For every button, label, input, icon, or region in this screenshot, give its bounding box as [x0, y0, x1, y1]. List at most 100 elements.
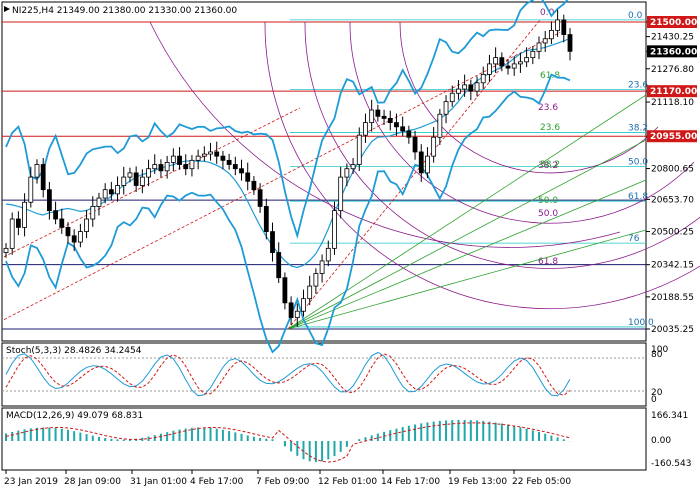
- candle-body: [561, 19, 567, 35]
- macd-level-label: 166.341: [651, 411, 688, 421]
- stoch-level-label: 80: [651, 350, 663, 360]
- macd-title: MACD(12,26,9) 49.079 68.831: [6, 411, 143, 421]
- candle-body: [369, 109, 375, 124]
- x-tick-label: 31 Jan 01:00: [130, 477, 187, 487]
- fib-fan-line: [287, 94, 647, 330]
- macd-level-label: 0.00: [651, 436, 671, 446]
- y-tick-label: 21430.25: [651, 33, 694, 43]
- candle-body: [307, 285, 313, 300]
- candle-body: [270, 231, 275, 253]
- fib-arc-label: 61.8: [538, 257, 558, 267]
- candle-body: [493, 57, 499, 65]
- candle-body: [201, 153, 207, 157]
- candle-body: [518, 61, 523, 65]
- candle-body: [115, 185, 120, 195]
- fib-arc-label: 23.6: [538, 103, 558, 113]
- candle-body: [480, 73, 486, 84]
- fib-retrace-label: 76: [628, 234, 640, 244]
- candle-body: [449, 92, 455, 103]
- macd-plot: [5, 419, 571, 463]
- fib-arc: [149, 21, 621, 248]
- fib-arc-label: 50.0: [538, 209, 558, 219]
- candle-body: [158, 164, 164, 172]
- macd-level-label: -160.543: [651, 459, 691, 469]
- candle-body: [524, 57, 530, 63]
- candle-body: [338, 176, 344, 212]
- fib-retrace-label: 50.0: [628, 158, 648, 168]
- candle-body: [239, 168, 244, 174]
- stoch-title: Stoch(5,3,3) 28.4826 34.2454: [6, 346, 142, 356]
- price-label: 21360.00: [650, 47, 697, 57]
- fib-retrace-label: 61.8: [628, 192, 648, 202]
- candle-body: [387, 118, 393, 124]
- fib-retrace-label: 0.0: [628, 11, 643, 21]
- fib-retrace-label: 100.0: [628, 318, 654, 328]
- fib-fan-line: [287, 139, 647, 330]
- candle-body: [251, 180, 257, 191]
- stoch-level-label: 20: [651, 388, 663, 398]
- candle-body: [263, 206, 269, 232]
- main-plot: 0.0 23.6 38.2 50.0 61.8 76 100.0 0.0 23.6 38.2 50.…: [2, 0, 700, 354]
- candle-body: [77, 231, 83, 243]
- candle-body: [71, 235, 77, 243]
- candle-body: [301, 298, 306, 312]
- candle-body: [195, 155, 201, 161]
- fib-retrace-label: 23.6: [628, 80, 648, 90]
- fib-arc: [399, 21, 659, 174]
- candle-body: [245, 172, 251, 182]
- price-label: 20955.00: [650, 132, 697, 142]
- candle-body: [164, 162, 170, 172]
- price-label-box: [647, 16, 697, 28]
- x-tick-label: 19 Feb 13:00: [448, 477, 507, 487]
- price-label: 21170.00: [650, 87, 697, 97]
- candle-body: [53, 210, 58, 220]
- candle-body: [34, 164, 40, 178]
- fan-baseline: [287, 19, 541, 330]
- candle-body: [474, 82, 480, 92]
- candle-body: [3, 247, 9, 253]
- candle-body: [208, 151, 213, 155]
- candle-body: [102, 189, 108, 199]
- candle-body: [536, 42, 542, 52]
- candle-body: [462, 84, 468, 90]
- y-tick-label: 20188.55: [651, 293, 694, 303]
- candle-body: [487, 63, 492, 75]
- candle-body: [437, 113, 443, 138]
- fib-fan-label: 50.0: [538, 196, 558, 206]
- candle-body: [96, 197, 102, 207]
- price-label-box: [647, 85, 697, 98]
- candle-body: [344, 168, 350, 178]
- stoch-signal-line: [5, 353, 571, 396]
- candle-body: [400, 126, 406, 132]
- candle-body: [412, 136, 418, 153]
- candle-body: [9, 218, 15, 249]
- candle-body: [232, 164, 238, 170]
- candle-body: [226, 159, 232, 165]
- candle-body: [418, 151, 424, 174]
- y-tick-label: 20800.65: [651, 165, 694, 175]
- stoch-plot: [2, 351, 646, 397]
- candle-body: [549, 29, 554, 40]
- y-tick-label: 20342.15: [651, 261, 694, 271]
- fib-arc: [264, 21, 700, 310]
- fib-retrace-label: 38.2: [628, 123, 648, 133]
- candle-body: [425, 155, 430, 174]
- candle-body: [394, 122, 399, 128]
- candle-body: [555, 19, 561, 31]
- candle-body: [59, 218, 65, 228]
- candle-body: [356, 134, 362, 165]
- y-tick-label: 21118.10: [651, 98, 694, 108]
- candle-body: [170, 155, 176, 163]
- y-tick-label: 21276.80: [651, 65, 694, 75]
- candle-body: [319, 260, 325, 274]
- candle-body: [127, 172, 133, 178]
- candle-body: [146, 168, 151, 178]
- price-label-box: [647, 130, 697, 143]
- candle-body: [313, 273, 319, 287]
- candle-body: [121, 176, 127, 186]
- candle-body: [65, 227, 71, 237]
- candle-body: [288, 302, 294, 318]
- candle-body: [220, 155, 226, 161]
- title-arrow-icon: [4, 6, 10, 12]
- candle-body: [350, 164, 356, 170]
